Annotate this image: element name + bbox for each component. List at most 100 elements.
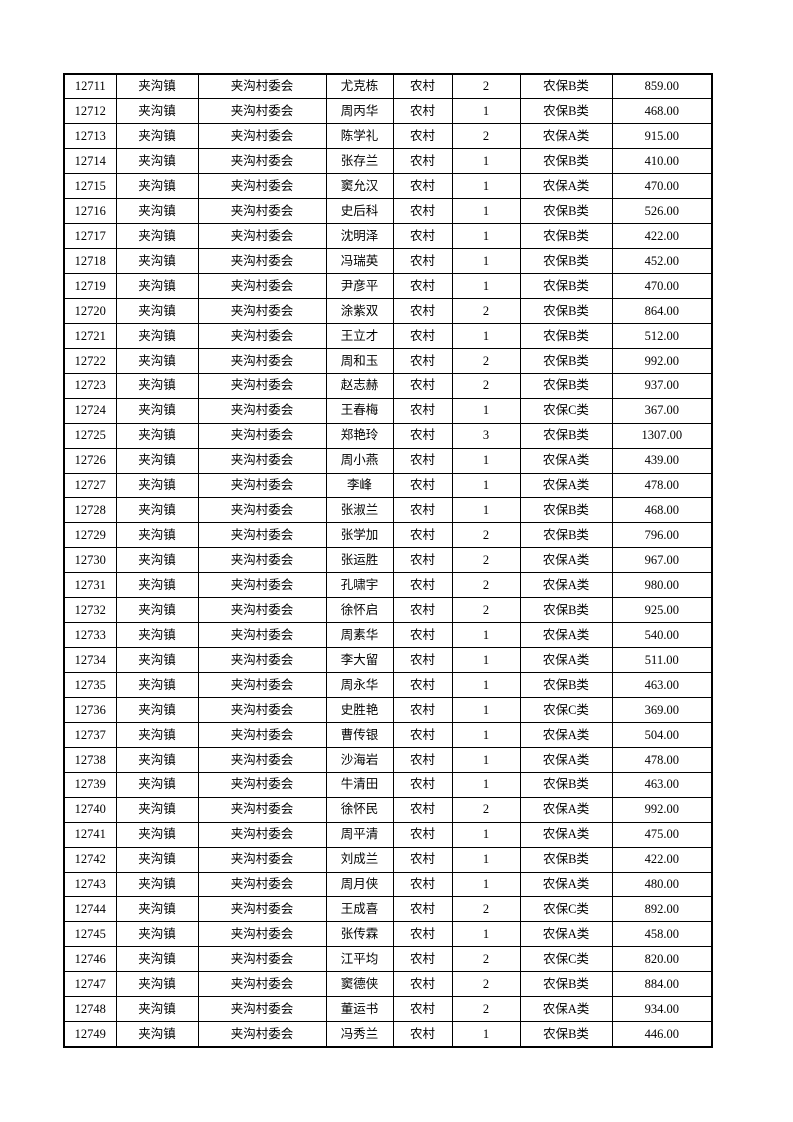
cell-town: 夹沟镇 [115,248,199,274]
cell-name: 周平清 [325,821,394,848]
cell-category: 农保B类 [519,322,613,349]
table-row: 12716 夹沟镇 夹沟村委会 史后科 农村 1 农保B类 526.00 [63,198,713,225]
cell-name: 郑艳玲 [325,422,394,449]
table-row: 12745 夹沟镇 夹沟村委会 张传霖 农村 1 农保A类 458.00 [63,921,713,948]
cell-village: 夹沟村委会 [197,746,327,773]
cell-name: 王成喜 [325,896,394,923]
cell-village: 夹沟村委会 [197,447,327,474]
cell-town: 夹沟镇 [115,547,199,574]
cell-id: 12720 [63,297,117,324]
cell-town: 夹沟镇 [115,821,199,848]
cell-village: 夹沟村委会 [197,497,327,524]
cell-town: 夹沟镇 [115,796,199,823]
cell-town: 夹沟镇 [115,422,199,449]
cell-count: 3 [451,422,521,449]
cell-amount: 992.00 [611,347,713,374]
cell-count: 2 [451,123,521,150]
table-row: 12748 夹沟镇 夹沟村委会 董运书 农村 2 农保A类 934.00 [63,996,713,1023]
cell-amount: 422.00 [611,846,713,873]
cell-category: 农保A类 [519,447,613,474]
cell-id: 12719 [63,273,117,299]
cell-name: 尤克栋 [325,73,394,100]
cell-residence: 农村 [392,273,453,299]
cell-count: 2 [451,572,521,599]
cell-amount: 452.00 [611,248,713,274]
cell-town: 夹沟镇 [115,846,199,873]
cell-name: 赵志赫 [325,372,394,399]
cell-village: 夹沟村委会 [197,796,327,823]
cell-id: 12734 [63,647,117,673]
cell-count: 2 [451,547,521,574]
cell-category: 农保A类 [519,472,613,499]
cell-id: 12717 [63,223,117,250]
cell-count: 1 [451,322,521,349]
table-row: 12734 夹沟镇 夹沟村委会 李大留 农村 1 农保A类 511.00 [63,647,713,673]
cell-count: 1 [451,198,521,225]
cell-id: 12729 [63,522,117,549]
cell-amount: 915.00 [611,123,713,150]
cell-name: 孔啸宇 [325,572,394,599]
cell-category: 农保A类 [519,721,613,748]
cell-id: 12726 [63,447,117,474]
cell-name: 张运胜 [325,547,394,574]
cell-residence: 农村 [392,672,453,698]
cell-town: 夹沟镇 [115,647,199,673]
cell-residence: 农村 [392,821,453,848]
cell-category: 农保B类 [519,98,613,125]
cell-town: 夹沟镇 [115,297,199,324]
cell-category: 农保A类 [519,123,613,150]
cell-residence: 农村 [392,721,453,748]
cell-town: 夹沟镇 [115,372,199,399]
cell-category: 农保B类 [519,1021,613,1048]
cell-village: 夹沟村委会 [197,397,327,424]
cell-name: 周丙华 [325,98,394,125]
cell-count: 1 [451,622,521,649]
cell-count: 2 [451,522,521,549]
cell-village: 夹沟村委会 [197,821,327,848]
cell-count: 1 [451,173,521,200]
table-row: 12738 夹沟镇 夹沟村委会 沙海岩 农村 1 农保A类 478.00 [63,746,713,773]
cell-count: 2 [451,796,521,823]
cell-town: 夹沟镇 [115,946,199,973]
cell-town: 夹沟镇 [115,198,199,225]
cell-amount: 937.00 [611,372,713,399]
table-row: 12721 夹沟镇 夹沟村委会 王立才 农村 1 农保B类 512.00 [63,322,713,349]
cell-residence: 农村 [392,198,453,225]
cell-category: 农保B类 [519,73,613,100]
cell-village: 夹沟村委会 [197,622,327,649]
cell-id: 12743 [63,871,117,898]
cell-town: 夹沟镇 [115,896,199,923]
cell-category: 农保B类 [519,597,613,624]
cell-category: 农保B类 [519,846,613,873]
cell-village: 夹沟村委会 [197,123,327,150]
cell-village: 夹沟村委会 [197,547,327,574]
cell-category: 农保A类 [519,871,613,898]
table-row: 12712 夹沟镇 夹沟村委会 周丙华 农村 1 农保B类 468.00 [63,98,713,125]
cell-residence: 农村 [392,921,453,948]
cell-category: 农保A类 [519,572,613,599]
cell-amount: 892.00 [611,896,713,923]
cell-residence: 农村 [392,148,453,175]
cell-village: 夹沟村委会 [197,896,327,923]
cell-village: 夹沟村委会 [197,921,327,948]
cell-name: 张淑兰 [325,497,394,524]
table-row: 12723 夹沟镇 夹沟村委会 赵志赫 农村 2 农保B类 937.00 [63,372,713,399]
table-row: 12749 夹沟镇 夹沟村委会 冯秀兰 农村 1 农保B类 446.00 [63,1021,713,1048]
cell-residence: 农村 [392,522,453,549]
cell-category: 农保C类 [519,397,613,424]
cell-residence: 农村 [392,597,453,624]
cell-amount: 458.00 [611,921,713,948]
cell-residence: 农村 [392,297,453,324]
cell-amount: 422.00 [611,223,713,250]
table-row: 12728 夹沟镇 夹沟村委会 张淑兰 农村 1 农保B类 468.00 [63,497,713,524]
table-row: 12730 夹沟镇 夹沟村委会 张运胜 农村 2 农保A类 967.00 [63,547,713,574]
cell-name: 沈明泽 [325,223,394,250]
cell-town: 夹沟镇 [115,1021,199,1048]
cell-town: 夹沟镇 [115,223,199,250]
cell-amount: 446.00 [611,1021,713,1048]
table-row: 12727 夹沟镇 夹沟村委会 李峰 农村 1 农保A类 478.00 [63,472,713,499]
cell-town: 夹沟镇 [115,971,199,998]
cell-village: 夹沟村委会 [197,472,327,499]
cell-count: 2 [451,372,521,399]
table-row: 12725 夹沟镇 夹沟村委会 郑艳玲 农村 3 农保B类 1307.00 [63,422,713,449]
